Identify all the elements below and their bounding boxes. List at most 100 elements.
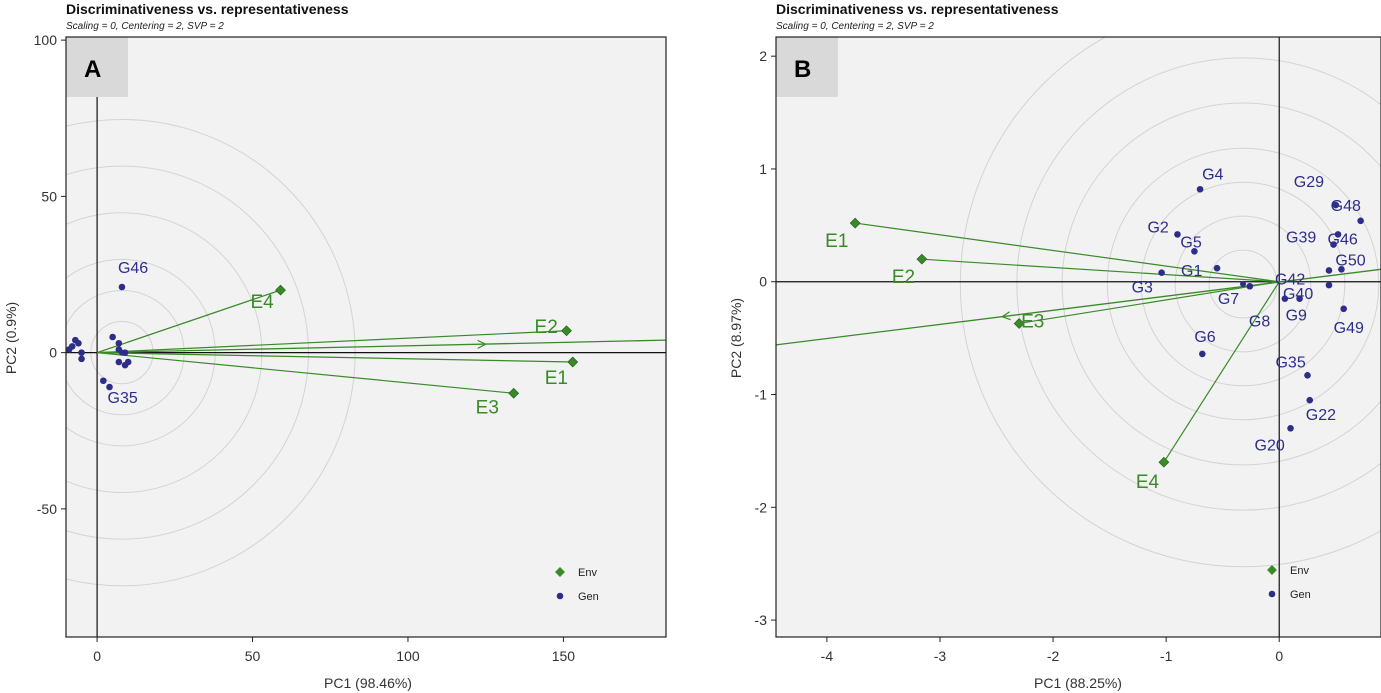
panel-b-ring-6 — [959, 37, 1381, 568]
panel-a-xtick-label-3: 150 — [552, 648, 576, 664]
panel-b-legend-gen-label: Gen — [1290, 589, 1311, 601]
panel-b-genotype-point-g49 — [1340, 305, 1347, 313]
panel-b-ring-3 — [1106, 147, 1380, 421]
panel-b-genotype-label-g8: G8 — [1249, 314, 1270, 331]
panel-b-ytick-label-4: 1 — [759, 161, 767, 177]
panel-b-genotype-label-g39: G39 — [1286, 229, 1316, 246]
panel-b-ring-5 — [1016, 57, 1381, 511]
panel-b-genotype-label-g46: G46 — [1328, 232, 1358, 249]
panel-a-legend-gen-label: Gen — [578, 591, 599, 603]
panel-a-legend-env-swatch — [555, 567, 565, 577]
panel-b-env-point-e4 — [1158, 456, 1170, 468]
panel-b-ring-4 — [1061, 102, 1381, 466]
panel-a-env-point-e4 — [275, 284, 286, 296]
panel-a-xtick-label-2: 100 — [396, 648, 420, 664]
panel-b-genotype-label-g3: G3 — [1132, 280, 1153, 297]
panel-a-plot-area — [66, 37, 666, 637]
panel-a-genotype-point-12 — [115, 358, 123, 366]
panel-a-subtitle: Scaling = 0, Centering = 2, SVP = 2 — [66, 21, 224, 32]
panel-a-legend-gen-swatch — [556, 592, 564, 600]
panel-b-genotype-point-g50 — [1338, 266, 1345, 273]
panel-b-letter: B — [794, 56, 811, 83]
panel-a-genotype-point-6 — [78, 355, 85, 363]
panel-b-env-label-e1: E1 — [825, 231, 848, 252]
panel-b-ring-2 — [1140, 181, 1346, 387]
panel-b-env-point-e2 — [916, 253, 928, 265]
panel-a-genotype-point-15 — [100, 377, 107, 385]
panel-b-genotype-label-g2: G2 — [1147, 219, 1168, 236]
panel-b-genotype-point-g7 — [1246, 282, 1254, 290]
panel-a-legend: Env Gen — [555, 567, 599, 603]
panel-b-genotype-label-g49: G49 — [1334, 320, 1364, 337]
panel-b-genotype-point-g6 — [1199, 350, 1206, 358]
panel-a-ytick-label-1: 0 — [49, 345, 57, 361]
panel-b-genotype-point-g4 — [1196, 185, 1204, 193]
panel-a-ytick-label-2: 50 — [41, 188, 57, 204]
panel-b-env-vector-e1 — [855, 222, 1280, 283]
panel-a-genotype-point-g46 — [118, 283, 126, 291]
panel-b-subtitle: Scaling = 0, Centering = 2, SVP = 2 — [776, 21, 934, 32]
panel-a-aec-line — [97, 339, 666, 354]
panel-b-genotype-label-g4: G4 — [1202, 166, 1223, 183]
panel-a-genotype-point-g35 — [106, 383, 113, 391]
panel-a-env-label-e1: E1 — [545, 368, 568, 389]
panel-b-legend-env-label: Env — [1290, 565, 1309, 577]
panel-b-aec-arrow — [1000, 311, 1011, 321]
panel-b-env-label-e2: E2 — [892, 267, 915, 288]
panel-a-env-vector-e2 — [97, 330, 567, 354]
panel-b-env-vector-e4 — [1163, 281, 1280, 463]
panel-a-genotype-point-9 — [115, 339, 123, 347]
panel-b-genotype-point-g35 — [1304, 372, 1311, 379]
panel-b-xtick-label-3: -1 — [1160, 648, 1173, 664]
panel-b-genotype-label-g42: G42 — [1275, 271, 1305, 288]
panel-b-ring-1 — [1174, 215, 1312, 353]
panel-b-frame — [775, 36, 1381, 638]
panel-a-genotype-point-4 — [66, 346, 73, 353]
panel-b-genotype-point-g3 — [1158, 269, 1165, 277]
panel-a-genotype-label-g35: G35 — [108, 390, 138, 407]
panel-b-legend: Env Gen — [1267, 565, 1311, 601]
panel-a-env-label-e2: E2 — [535, 317, 558, 338]
panel-b-ylabel: PC2 (8.97%) — [728, 298, 744, 378]
panel-a-ytick-label-0: -50 — [37, 501, 57, 517]
panel-a-biplot: G46 G35 E1 E2 E3 E4 A 0 50 100 150 -50 0 50 100 Env Gen — [34, 32, 667, 664]
panel-a-genotype-point-14 — [124, 358, 132, 366]
panel-b-env-point-e3 — [1013, 318, 1025, 329]
panel-a-genotype-point-5 — [78, 349, 85, 356]
panel-b-env-point-e1 — [849, 217, 861, 229]
panel-a-letter-badge — [66, 37, 128, 97]
panel-b-xtick-label-4: 0 — [1275, 648, 1283, 664]
panel-b-genotype-point-g20 — [1287, 425, 1294, 432]
panel-a-env-point-e2 — [561, 325, 572, 337]
panel-b-genotype-label-g20: G20 — [1255, 437, 1285, 454]
panel-b-ytick-label-5: 2 — [759, 48, 767, 64]
panel-b-env-label-e3: E3 — [1021, 311, 1044, 332]
panel-a-env-vector-e1 — [97, 352, 573, 363]
panel-b-genotype-label-g40: G40 — [1283, 286, 1313, 303]
panel-a-genotype-label-g46: G46 — [118, 260, 148, 277]
panel-b-env-vector-e3 — [1019, 281, 1280, 325]
panel-b-env-vector-e2 — [921, 258, 1280, 283]
panel-a-env-point-e1 — [567, 356, 579, 368]
panel-b-genotype-point-g46 — [1330, 241, 1337, 248]
panel-b-env-label-e4: E4 — [1136, 472, 1160, 493]
panel-a-env-label-e3: E3 — [476, 397, 499, 418]
panel-b-genotype-label-g35: G35 — [1275, 354, 1305, 371]
panel-a-genotype-point-8 — [109, 333, 116, 341]
panel-a-env-vector-e3 — [97, 352, 514, 394]
panel-b-xtick-label-1: -3 — [934, 648, 947, 664]
panel-b-genotype-label-g29: G29 — [1294, 174, 1324, 191]
panel-b-genotype-label-g50: G50 — [1335, 252, 1365, 269]
panel-b-xtick-label-0: -4 — [821, 648, 834, 664]
panel-b-genotype-point-g8 — [1281, 295, 1289, 302]
panel-b-genotype-label-g5: G5 — [1180, 234, 1201, 251]
panel-b-genotype-label-g6: G6 — [1194, 329, 1215, 346]
panel-a-env-vector-e4 — [96, 289, 281, 354]
panel-a-legend-env-label: Env — [578, 567, 597, 579]
panel-a-title: Discriminativeness vs. representativenes… — [66, 1, 349, 17]
panel-a-mean-point — [118, 349, 125, 356]
panel-b-legend-env-swatch — [1267, 565, 1277, 575]
panel-b-genotype-point-g48 — [1357, 217, 1364, 225]
panel-b-genotype-point-g29 — [1332, 201, 1340, 209]
